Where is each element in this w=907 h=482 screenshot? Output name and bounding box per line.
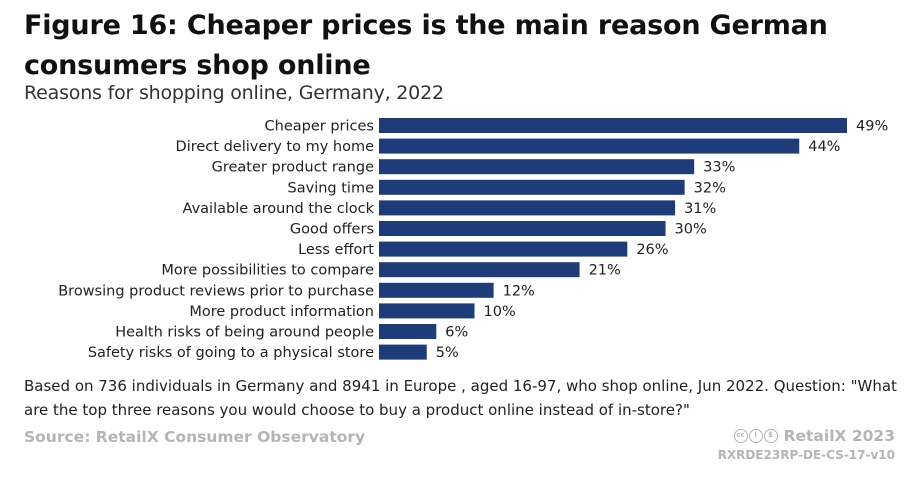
noncommercial-icon: $: [763, 429, 778, 443]
bar: [379, 344, 427, 360]
value-label: 5%: [436, 345, 459, 361]
value-label: 49%: [856, 119, 888, 135]
category-label: Saving time: [288, 180, 375, 196]
category-label: Available around the clock: [183, 201, 375, 217]
chart-title: Figure 16: Cheaper prices is the main re…: [24, 10, 828, 81]
bar: [379, 282, 494, 298]
bar: [379, 118, 847, 133]
value-label: 21%: [589, 263, 621, 279]
category-label: Direct delivery to my home: [176, 139, 375, 155]
brand-text: RetailX 2023: [783, 427, 895, 445]
value-label: 33%: [703, 160, 735, 176]
value-label: 30%: [675, 222, 707, 238]
brand-block: cc i $ RetailX 2023: [733, 427, 895, 445]
category-label: Safety risks of going to a physical stor…: [88, 345, 374, 361]
bar: [379, 138, 800, 154]
bar: [379, 179, 685, 195]
report-code: RXRDE23RP-DE-CS-17-v10: [717, 448, 895, 462]
value-label: 12%: [503, 283, 535, 299]
license-icons: cc i $: [733, 429, 778, 443]
category-label: More product information: [189, 304, 374, 320]
bar: [379, 262, 580, 278]
category-label: Good offers: [290, 222, 374, 238]
chart-subtitle: Reasons for shopping online, Germany, 20…: [24, 82, 444, 104]
value-label: 26%: [636, 242, 668, 258]
category-label: Browsing product reviews prior to purcha…: [58, 283, 374, 299]
bar: [379, 221, 666, 236]
category-label: Greater product range: [212, 160, 374, 176]
bar: [379, 303, 475, 319]
attribution-icon: i: [748, 429, 763, 443]
category-label: Less effort: [298, 242, 374, 258]
value-label: 6%: [445, 325, 468, 341]
bar: [379, 241, 628, 257]
value-label: 10%: [484, 304, 516, 320]
category-label: More possibilities to compare: [161, 263, 374, 279]
bar: [379, 324, 437, 339]
value-label: 31%: [684, 201, 716, 217]
value-label: 44%: [808, 139, 840, 155]
category-label: Health risks of being around people: [115, 325, 374, 341]
cc-icon: cc: [733, 429, 748, 443]
category-label: Cheaper prices: [265, 119, 374, 135]
source-text: Source: RetailX Consumer Observatory: [24, 428, 366, 446]
bar: [379, 200, 676, 216]
bar: [379, 159, 695, 175]
value-label: 32%: [694, 180, 726, 196]
survey-note: Based on 736 individuals in Germany and …: [24, 377, 897, 419]
bar-chart: Cheaper prices 49% Direct delivery to my h…: [58, 118, 888, 361]
